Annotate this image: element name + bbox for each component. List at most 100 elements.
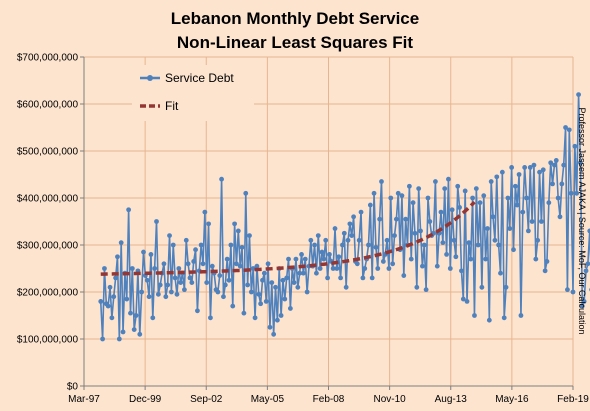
service-debt-point <box>315 233 321 239</box>
service-debt-point <box>105 303 111 309</box>
service-debt-point <box>243 190 249 196</box>
service-debt-point <box>470 195 475 201</box>
service-debt-point <box>570 289 576 295</box>
service-debt-point <box>157 282 163 288</box>
service-debt-point <box>267 324 273 330</box>
service-debt-point <box>206 221 211 227</box>
service-debt-point <box>343 284 349 290</box>
service-debt-point <box>139 289 145 295</box>
service-debt-point <box>137 331 143 337</box>
service-debt-point <box>421 242 427 248</box>
service-debt-point <box>226 277 232 283</box>
service-debt-point <box>115 254 120 260</box>
service-debt-point <box>492 237 498 243</box>
service-debt-point <box>273 284 278 290</box>
service-debt-point <box>505 195 511 201</box>
service-debt-point <box>308 237 314 243</box>
service-debt-point <box>224 256 230 262</box>
service-debt-point <box>200 261 206 267</box>
x-tick-label: Feb-19 <box>557 394 589 405</box>
service-debt-point <box>221 294 226 300</box>
service-debt-point <box>284 275 290 281</box>
x-tick-label: May-05 <box>251 394 285 405</box>
service-debt-point <box>167 233 172 239</box>
service-debt-point <box>576 92 581 97</box>
service-debt-point <box>182 287 187 293</box>
x-tick-label: Aug-13 <box>435 394 468 405</box>
service-debt-point <box>518 313 524 318</box>
service-debt-point <box>100 336 105 342</box>
service-debt-point <box>540 167 546 173</box>
service-debt-point <box>388 195 394 201</box>
service-debt-point <box>239 244 245 250</box>
service-debt-point <box>481 193 487 199</box>
y-tick-label: $700,000,000 <box>17 53 79 64</box>
service-debt-point <box>133 313 139 318</box>
y-tick-label: $500,000,000 <box>17 147 79 158</box>
service-debt-point <box>161 261 167 267</box>
service-debt-point <box>195 308 200 314</box>
service-debt-point <box>349 233 355 239</box>
service-debt-point <box>514 202 520 208</box>
service-debt-point <box>371 190 377 196</box>
service-debt-point <box>327 252 332 257</box>
service-debt-point <box>301 270 306 276</box>
service-debt-point <box>111 294 117 300</box>
service-debt-point <box>146 294 152 300</box>
service-debt-point <box>380 259 386 264</box>
service-debt-point <box>299 252 304 257</box>
service-debt-point <box>379 179 384 184</box>
service-debt-point <box>215 289 221 295</box>
service-debt-point <box>425 195 431 201</box>
service-debt-point <box>314 270 319 276</box>
service-debt-point <box>113 275 119 281</box>
service-debt-point <box>572 143 578 149</box>
y-tick-label: $100,000,000 <box>17 335 79 346</box>
service-debt-point <box>393 216 399 222</box>
service-debt-point <box>126 207 132 213</box>
service-debt-point <box>193 247 198 253</box>
legend-box <box>132 65 254 121</box>
service-debt-point <box>427 219 433 224</box>
service-debt-point <box>230 303 236 309</box>
service-debt-point <box>204 280 210 285</box>
service-debt-point <box>286 256 291 262</box>
service-debt-point <box>183 237 189 243</box>
service-debt-point <box>109 315 115 321</box>
service-debt-point <box>451 237 457 243</box>
service-debt-point <box>527 165 533 170</box>
service-debt-point <box>360 275 366 281</box>
service-debt-point <box>176 266 182 271</box>
service-debt-point <box>191 259 197 264</box>
gridlines <box>83 56 574 387</box>
service-debt-point <box>552 162 557 168</box>
service-debt-point <box>449 207 455 213</box>
service-debt-point <box>462 188 468 194</box>
service-debt-point <box>548 160 554 166</box>
service-debt-point <box>128 310 133 316</box>
service-debt-point <box>574 190 580 196</box>
service-debt-point <box>319 249 325 255</box>
service-debt-point <box>516 172 522 177</box>
service-debt-point <box>479 284 485 290</box>
service-debt-point <box>459 268 464 274</box>
service-debt-point <box>496 242 502 248</box>
service-debt-point <box>529 219 535 224</box>
service-debt-point <box>325 275 330 281</box>
service-debt-point <box>165 282 171 288</box>
service-debt-point <box>155 291 161 297</box>
service-debt-point <box>185 261 191 267</box>
service-debt-point <box>336 254 342 260</box>
service-debt-point <box>358 209 364 215</box>
service-debt-point <box>390 261 396 267</box>
service-debt-point <box>362 266 368 271</box>
service-debt-point <box>507 226 513 231</box>
service-debt-point <box>312 242 317 248</box>
service-debt-point <box>144 277 150 283</box>
service-debt-point <box>485 226 490 231</box>
service-debt-point <box>237 263 243 269</box>
service-debt-point <box>154 219 159 224</box>
service-debt-point <box>131 327 137 332</box>
service-debt-point <box>163 294 169 300</box>
service-debt-point <box>202 209 208 215</box>
